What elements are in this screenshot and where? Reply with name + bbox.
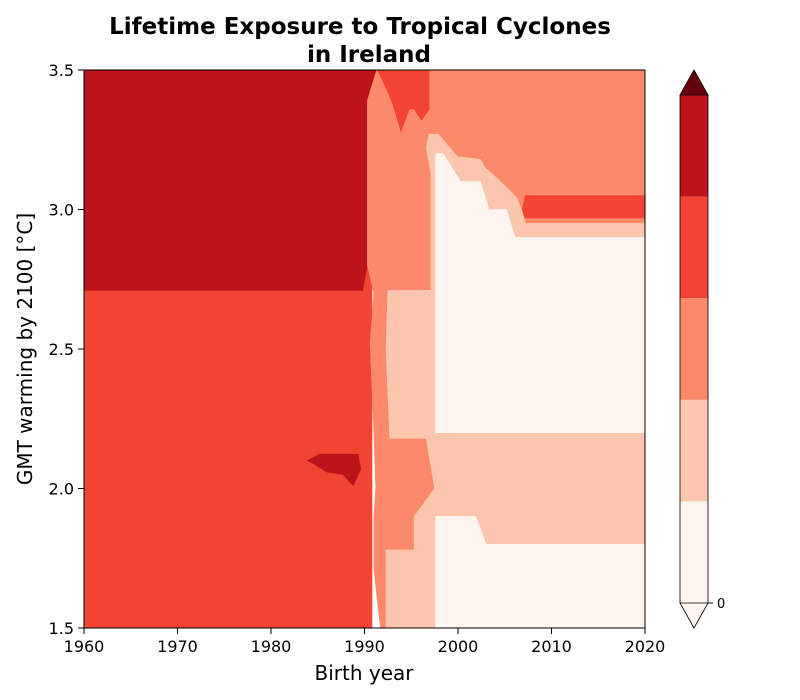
colorbar-segment-3 (680, 196, 708, 299)
y-tick-label: 3.5 (49, 61, 74, 80)
y-axis-label: GMT warming by 2100 [°C] (13, 213, 37, 485)
x-tick-label: 2000 (438, 637, 479, 656)
contour-region-level-4-2 (306, 453, 362, 487)
y-axis-ticks: 1.5 2.0 2.5 3.0 3.5 (49, 61, 84, 638)
colorbar-extend-max (679, 69, 709, 96)
x-tick-label: 2020 (625, 637, 666, 656)
colorbar-segment-0 (680, 501, 708, 603)
colorbar-segment-2 (680, 298, 708, 400)
chart-title-line2: in Ireland (307, 42, 431, 68)
contour-region-level-4-1 (83, 69, 378, 291)
x-tick-label: 1990 (344, 637, 385, 656)
colorbar-tick-label: 0 (717, 597, 725, 612)
contour-region-level-3-5 (521, 195, 646, 219)
contour-regions (83, 69, 646, 629)
x-axis-label: Birth year (315, 661, 415, 685)
x-tick-label: 1970 (157, 637, 198, 656)
y-tick-label: 3.0 (49, 201, 74, 220)
contour-region-level-3-4 (377, 69, 430, 133)
y-tick-label: 2.5 (49, 340, 74, 359)
chart-title-line1: Lifetime Exposure to Tropical Cyclones (109, 14, 611, 40)
x-tick-label: 1980 (251, 637, 292, 656)
y-tick-label: 2.0 (49, 480, 74, 499)
x-tick-label: 1960 (64, 637, 105, 656)
x-axis-ticks: 1960 1970 1980 1990 2000 2010 2020 (64, 628, 666, 656)
colorbar-segment-1 (680, 399, 708, 502)
contour-region-level-0-7 (435, 153, 646, 434)
x-tick-label: 2010 (531, 637, 572, 656)
colorbar-segment-4 (680, 95, 708, 197)
y-tick-label: 1.5 (49, 619, 74, 638)
plot-area (83, 69, 646, 629)
colorbar-extend-min (679, 602, 709, 629)
colorbar: 0 (679, 69, 725, 629)
